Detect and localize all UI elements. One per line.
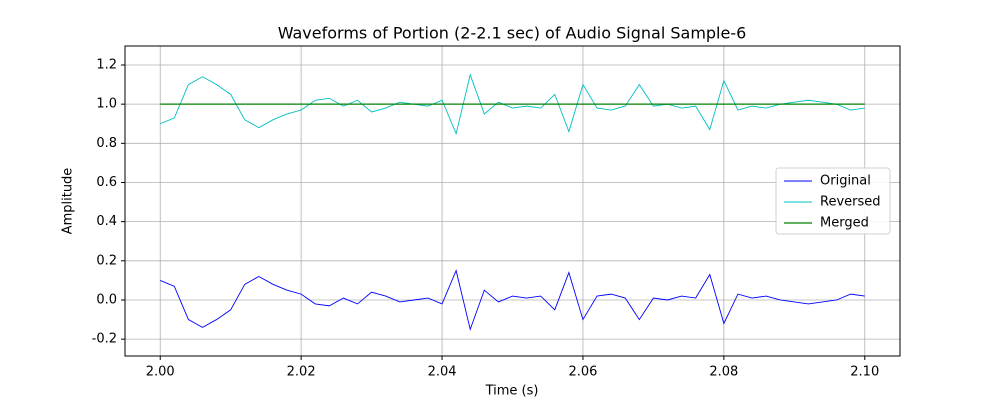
y-tick-label: 0.8	[96, 136, 117, 151]
legend-label: Original	[820, 174, 871, 189]
y-tick-label: 0.0	[96, 292, 117, 307]
legend-label: Merged	[820, 216, 869, 231]
y-axis-label: Amplitude	[61, 168, 76, 235]
plot-frame	[124, 45, 901, 357]
legend-box	[775, 167, 891, 235]
legend-label: Reversed	[820, 195, 881, 210]
x-tick-label: 2.10	[850, 365, 879, 380]
x-tick-label: 2.08	[709, 365, 738, 380]
chart-title: Waveforms of Portion (2-2.1 sec) of Audi…	[278, 24, 747, 43]
y-tick-label: 0.6	[96, 175, 117, 190]
line-series	[160, 73, 865, 135]
x-tick-label: 2.00	[146, 365, 175, 380]
x-axis-label: Time (s)	[485, 384, 539, 399]
y-tick-label: 1.0	[96, 97, 117, 112]
line-series	[160, 269, 865, 331]
x-tick-label: 2.06	[568, 365, 597, 380]
x-tick-label: 2.02	[287, 365, 316, 380]
x-tick-label: 2.04	[428, 365, 457, 380]
y-tick-label: -0.2	[92, 332, 117, 347]
y-tick-label: 0.2	[96, 253, 117, 268]
y-tick-label: 0.4	[96, 214, 117, 229]
y-tick-label: 1.2	[96, 57, 117, 72]
